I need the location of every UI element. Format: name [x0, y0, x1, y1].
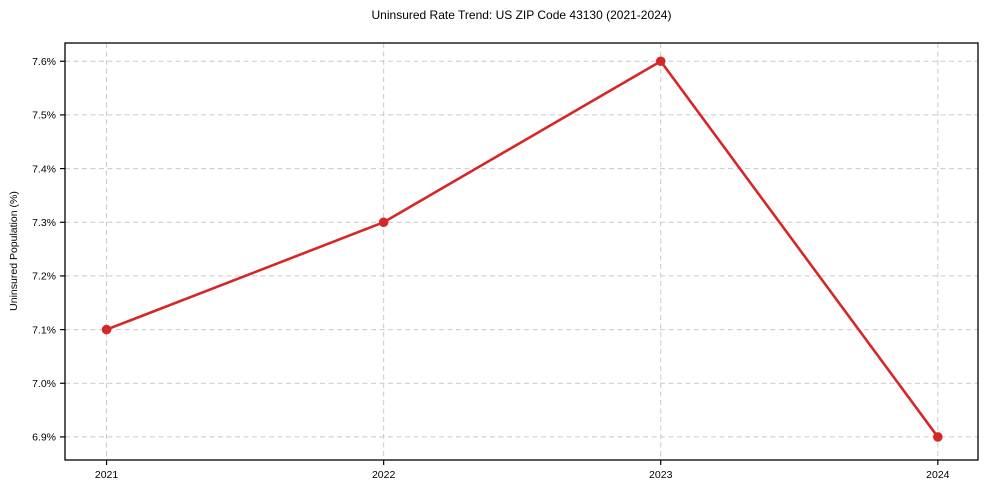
x-tick-label: 2021 — [95, 469, 119, 481]
x-tick-label: 2022 — [372, 469, 396, 481]
data-point — [933, 432, 943, 442]
data-point — [378, 217, 389, 228]
chart-title: Uninsured Rate Trend: US ZIP Code 43130 … — [371, 8, 672, 22]
y-tick-label: 7.6% — [32, 56, 56, 68]
data-line — [105, 59, 940, 439]
y-tick-label: 7.2% — [32, 271, 56, 283]
y-tick-label: 7.4% — [32, 163, 56, 175]
y-tick-label: 7.3% — [32, 217, 56, 229]
x-tick-label: 2024 — [926, 469, 950, 481]
data-point — [101, 324, 112, 335]
data-point — [655, 56, 666, 67]
x-tick-label: 2023 — [649, 469, 673, 481]
y-tick-label: 7.0% — [32, 378, 56, 390]
y-tick-label: 6.9% — [32, 432, 56, 444]
y-tick-label: 7.1% — [32, 324, 56, 336]
axes-spines — [64, 42, 979, 461]
y-tick-label: 7.5% — [32, 110, 56, 122]
